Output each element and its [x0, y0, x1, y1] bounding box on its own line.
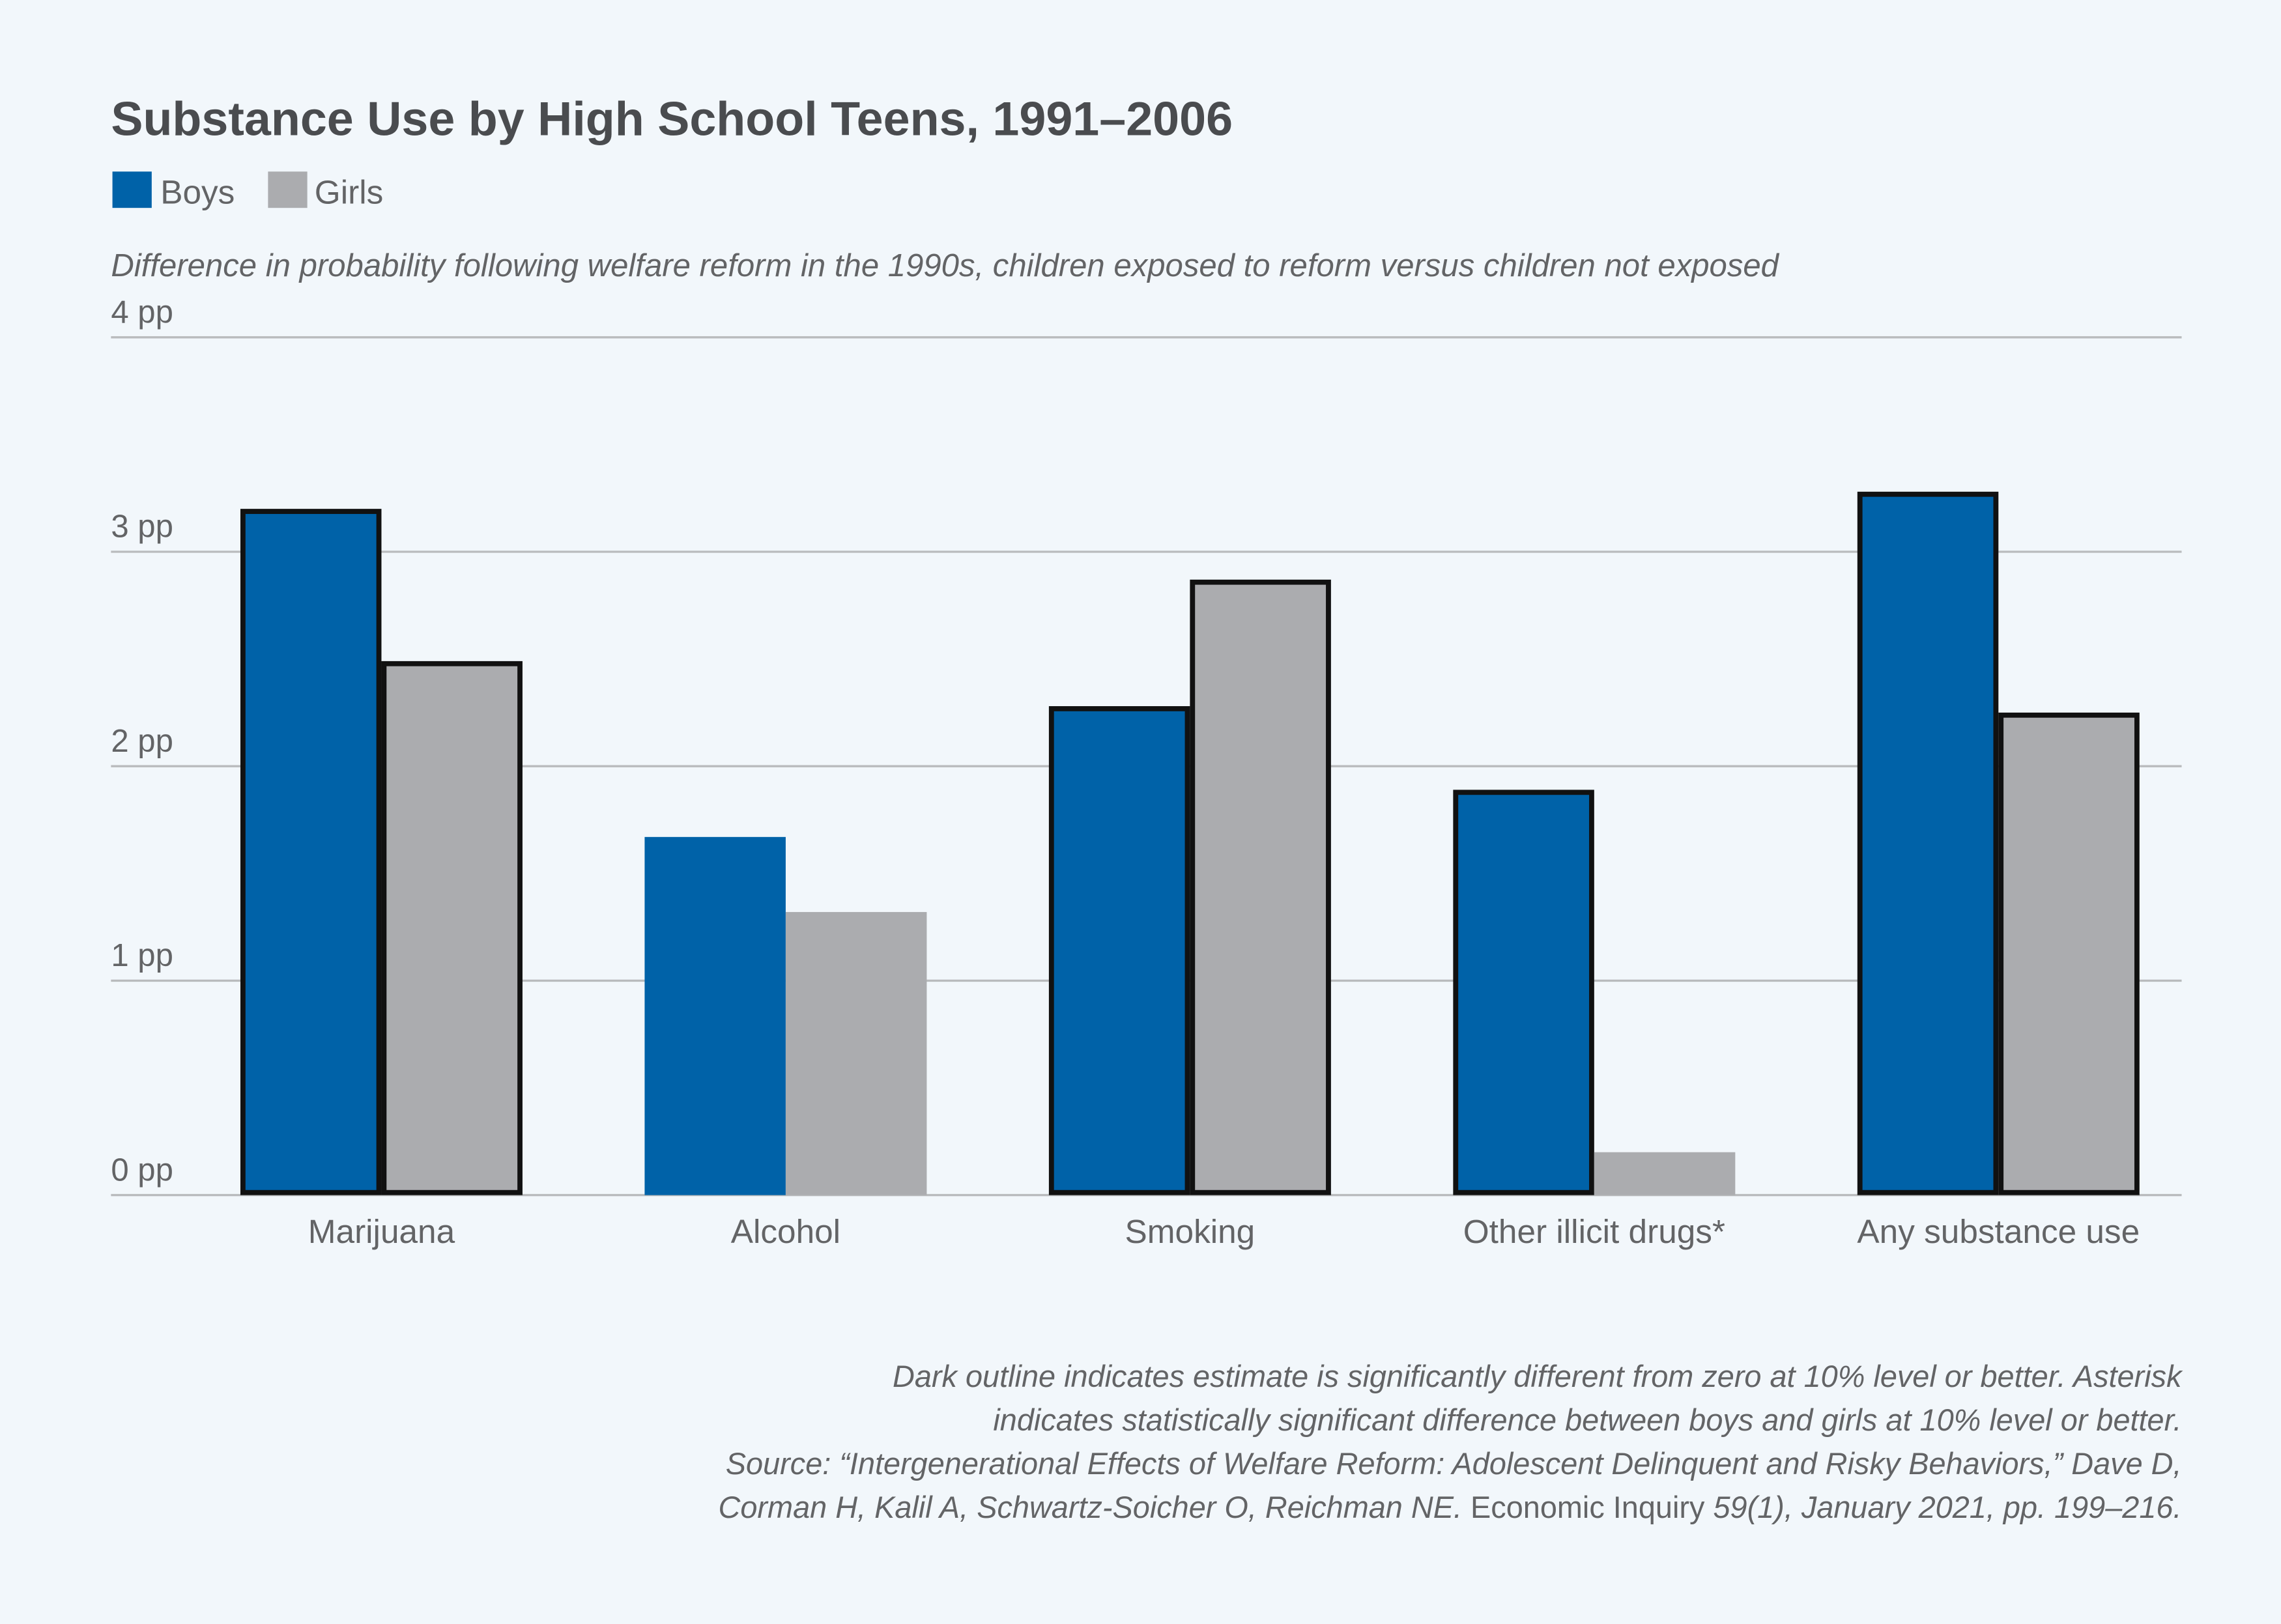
x-category-label: Smoking — [1125, 1213, 1255, 1250]
chart-title: Substance Use by High School Teens, 1991… — [111, 92, 1233, 146]
bar-boys-1 — [644, 836, 786, 1195]
source-details: 59(1), January 2021, pp. 199–216. — [1704, 1490, 2181, 1524]
legend-swatch-boys — [112, 171, 152, 208]
source-line-2: Corman H, Kalil A, Schwartz-Soicher O, R… — [719, 1490, 2182, 1524]
source-journal: Economic Inquiry — [1470, 1490, 1705, 1524]
y-tick-label: 0 pp — [111, 1152, 173, 1188]
bar-girls-1 — [785, 912, 927, 1195]
x-category-label: Alcohol — [731, 1213, 840, 1250]
legend-swatch-girls — [268, 171, 308, 208]
bar-girls-2 — [1190, 579, 1331, 1195]
bar-boys-2 — [1048, 706, 1190, 1195]
bar-boys-4 — [1857, 491, 1999, 1195]
bar-girls-4 — [1998, 712, 2140, 1195]
source-authors: Corman H, Kalil A, Schwartz-Soicher O, R… — [719, 1490, 1470, 1524]
y-tick-label: 2 pp — [111, 724, 173, 759]
source-line-1: Source: “Intergenerational Effects of We… — [726, 1447, 2182, 1481]
x-category-label: Other illicit drugs* — [1463, 1213, 1725, 1250]
footnotes: Dark outline indicates estimate is signi… — [719, 1360, 2184, 1524]
y-tick-label: 1 pp — [111, 938, 173, 973]
legend-label-girls: Girls — [315, 173, 383, 210]
bar-boys-3 — [1453, 790, 1594, 1195]
footnote-line-1: Dark outline indicates estimate is signi… — [893, 1360, 2183, 1393]
y-tick-label: 3 pp — [111, 509, 173, 545]
footnote-line-2: indicates statistically significant diff… — [993, 1403, 2181, 1437]
chart-subtitle: Difference in probability following welf… — [111, 248, 1779, 283]
bar-boys-0 — [240, 509, 382, 1195]
y-tick-label: 4 pp — [111, 294, 173, 330]
bar-girls-0 — [381, 661, 523, 1195]
x-category-label: Any substance use — [1857, 1213, 2140, 1250]
legend-label-boys: Boys — [160, 173, 235, 210]
x-category-label: Marijuana — [308, 1213, 455, 1250]
bar-girls-3 — [1594, 1152, 1736, 1195]
